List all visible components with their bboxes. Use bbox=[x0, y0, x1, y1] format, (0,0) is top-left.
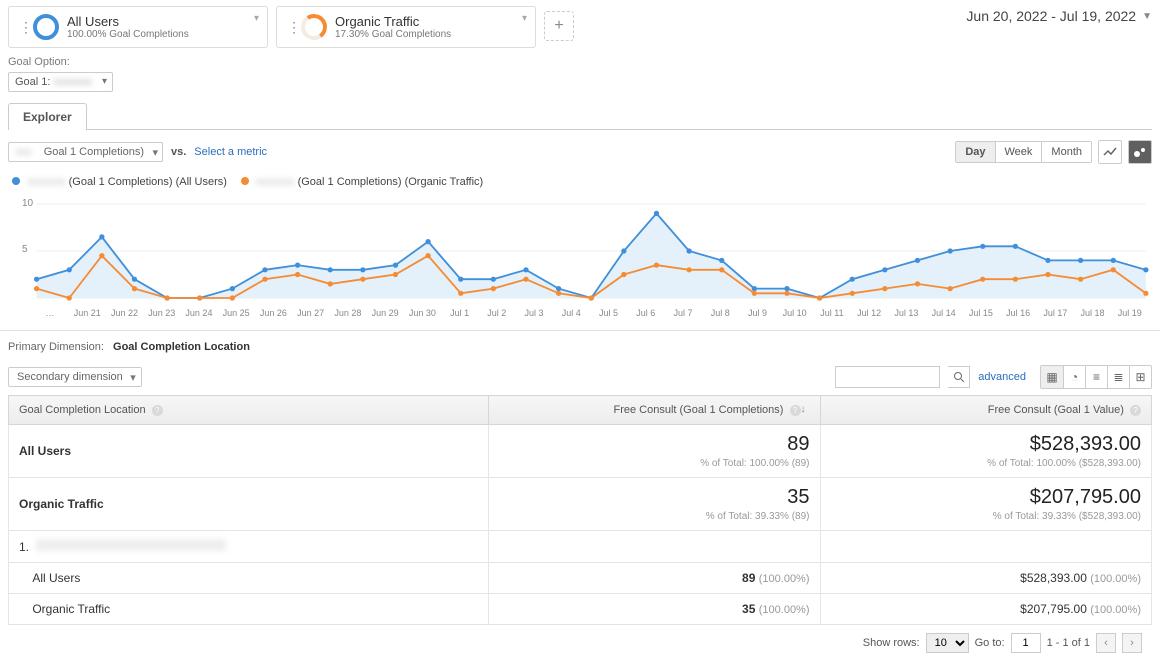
y-tick-10: 10 bbox=[22, 198, 33, 209]
segment-subtext: 100.00% Goal Completions bbox=[67, 29, 189, 40]
table-search-input[interactable] bbox=[835, 366, 940, 388]
page-range: 1 - 1 of 1 bbox=[1047, 637, 1090, 649]
goto-input[interactable] bbox=[1011, 633, 1041, 653]
search-button[interactable] bbox=[948, 366, 970, 388]
segment-title: Organic Traffic bbox=[335, 14, 451, 29]
segment-subtext: 17.30% Goal Completions bbox=[335, 29, 451, 40]
motion-chart-icon[interactable] bbox=[1128, 140, 1152, 164]
donut-organic-icon bbox=[299, 12, 329, 42]
metric-select[interactable]: xxx Goal 1 Completions) bbox=[8, 142, 163, 162]
table-toolbar: Secondary dimension advanced ▦ ◔ ≡ ≣ ⊞ bbox=[0, 361, 1160, 395]
tab-explorer[interactable]: Explorer bbox=[8, 103, 87, 130]
chevron-down-icon[interactable]: ▾ bbox=[522, 13, 527, 24]
legend-1-suffix: (Goal 1 Completions) (All Users) bbox=[69, 176, 227, 188]
select-metric-link[interactable]: Select a metric bbox=[194, 146, 267, 158]
chart: 10 5 …Jun 21Jun 22Jun 23Jun 24Jun 25Jun … bbox=[8, 196, 1152, 326]
detail-row: All Users89 (100.00%)$528,393.00 (100.00… bbox=[9, 563, 1152, 594]
help-icon[interactable]: ? bbox=[1130, 405, 1141, 416]
view-comparison-icon[interactable]: ≣ bbox=[1107, 366, 1129, 388]
legend-dot-icon bbox=[12, 177, 20, 185]
time-controls: Day Week Month bbox=[955, 140, 1152, 164]
goal-select[interactable]: Goal 1: xxxxxxx bbox=[8, 72, 113, 92]
time-week-button[interactable]: Week bbox=[995, 142, 1042, 162]
advanced-link[interactable]: advanced bbox=[978, 371, 1026, 383]
segment-card-organic[interactable]: Organic Traffic 17.30% Goal Completions … bbox=[276, 6, 536, 48]
summary-row: Organic Traffic35% of Total: 39.33% (89)… bbox=[9, 478, 1152, 531]
next-page-button[interactable]: › bbox=[1122, 633, 1142, 653]
metric-row: xxx Goal 1 Completions) vs. Select a met… bbox=[8, 140, 1152, 164]
drag-handle-icon[interactable] bbox=[287, 24, 293, 30]
add-segment-button[interactable]: + bbox=[544, 11, 574, 41]
segment-card-all-users[interactable]: All Users 100.00% Goal Completions ▾ bbox=[8, 6, 268, 48]
segment-title: All Users bbox=[67, 14, 189, 29]
redacted-text: xxxxxxx bbox=[27, 176, 66, 188]
detail-row: Organic Traffic35 (100.00%)$207,795.00 (… bbox=[9, 594, 1152, 625]
goal-select-prefix: Goal 1: bbox=[15, 76, 50, 88]
col-completions-text: Free Consult (Goal 1 Completions) bbox=[613, 404, 783, 416]
segment-bar: All Users 100.00% Goal Completions ▾ Org… bbox=[0, 0, 1160, 56]
redacted-text: xxx bbox=[15, 146, 32, 158]
legend-series-1: xxxxxxx (Goal 1 Completions) (All Users) bbox=[12, 176, 227, 188]
col-value[interactable]: Free Consult (Goal 1 Value) ? bbox=[820, 396, 1151, 425]
chevron-down-icon[interactable]: ▾ bbox=[254, 13, 259, 24]
col-location[interactable]: Goal Completion Location ? bbox=[9, 396, 489, 425]
y-tick-5: 5 bbox=[22, 244, 28, 255]
redacted-text: xxxxxxx bbox=[54, 76, 93, 88]
donut-all-users-icon bbox=[33, 14, 59, 40]
vs-label: vs. bbox=[171, 146, 186, 158]
view-bars-icon[interactable]: ≡ bbox=[1085, 366, 1107, 388]
time-toggle: Day Week Month bbox=[955, 141, 1092, 163]
view-table-icon[interactable]: ▦ bbox=[1041, 366, 1063, 388]
x-axis-labels: …Jun 21Jun 22Jun 23Jun 24Jun 25Jun 26Jun… bbox=[8, 308, 1152, 318]
legend-2-suffix: (Goal 1 Completions) (Organic Traffic) bbox=[298, 176, 484, 188]
goal-option: Goal Option: Goal 1: xxxxxxx bbox=[0, 56, 1160, 102]
help-icon[interactable]: ? bbox=[152, 405, 163, 416]
data-table: Goal Completion Location ? Free Consult … bbox=[8, 395, 1152, 625]
time-day-button[interactable]: Day bbox=[956, 142, 994, 162]
goal-option-label: Goal Option: bbox=[8, 56, 1152, 68]
time-month-button[interactable]: Month bbox=[1041, 142, 1091, 162]
summary-row: All Users89% of Total: 100.00% (89)$528,… bbox=[9, 425, 1152, 478]
help-icon[interactable]: ? bbox=[790, 405, 801, 416]
show-rows-label: Show rows: bbox=[863, 637, 920, 649]
rows-select[interactable]: 10 bbox=[926, 633, 969, 653]
prev-page-button[interactable]: ‹ bbox=[1096, 633, 1116, 653]
view-pie-icon[interactable]: ◔ bbox=[1063, 366, 1085, 388]
drag-handle-icon[interactable] bbox=[19, 24, 25, 30]
sort-desc-icon: ↓ bbox=[801, 404, 806, 415]
col-value-text: Free Consult (Goal 1 Value) bbox=[988, 404, 1124, 416]
col-completions[interactable]: Free Consult (Goal 1 Completions) ? ↓ bbox=[489, 396, 820, 425]
primary-dim-value: Goal Completion Location bbox=[113, 341, 250, 353]
primary-dimension: Primary Dimension: Goal Completion Locat… bbox=[0, 331, 1160, 361]
legend-series-2: xxxxxxx (Goal 1 Completions) (Organic Tr… bbox=[241, 176, 483, 188]
chart-legend: xxxxxxx (Goal 1 Completions) (All Users)… bbox=[8, 164, 1152, 192]
col-location-text: Goal Completion Location bbox=[19, 404, 146, 416]
legend-dot-icon bbox=[241, 177, 249, 185]
date-range-picker[interactable]: Jun 20, 2022 - Jul 19, 2022 ▼ bbox=[966, 6, 1152, 24]
metric-suffix: Goal 1 Completions) bbox=[44, 146, 144, 158]
goto-label: Go to: bbox=[975, 637, 1005, 649]
tabs: Explorer bbox=[8, 102, 1152, 129]
chart-svg bbox=[8, 196, 1152, 306]
redacted-text: xxxxxxx bbox=[256, 176, 295, 188]
pager: Show rows: 10 Go to: 1 - 1 of 1 ‹ › bbox=[0, 625, 1160, 661]
view-mode-icons: ▦ ◔ ≡ ≣ ⊞ bbox=[1040, 365, 1152, 389]
primary-dim-label: Primary Dimension: bbox=[8, 341, 104, 353]
view-pivot-icon[interactable]: ⊞ bbox=[1129, 366, 1151, 388]
line-chart-icon[interactable] bbox=[1098, 140, 1122, 164]
chevron-down-icon: ▼ bbox=[1142, 11, 1152, 22]
date-range-text: Jun 20, 2022 - Jul 19, 2022 bbox=[966, 8, 1136, 24]
secondary-dimension-select[interactable]: Secondary dimension bbox=[8, 367, 142, 387]
explorer-panel: xxx Goal 1 Completions) vs. Select a met… bbox=[8, 129, 1152, 326]
group-row[interactable]: 1. bbox=[9, 531, 1152, 563]
